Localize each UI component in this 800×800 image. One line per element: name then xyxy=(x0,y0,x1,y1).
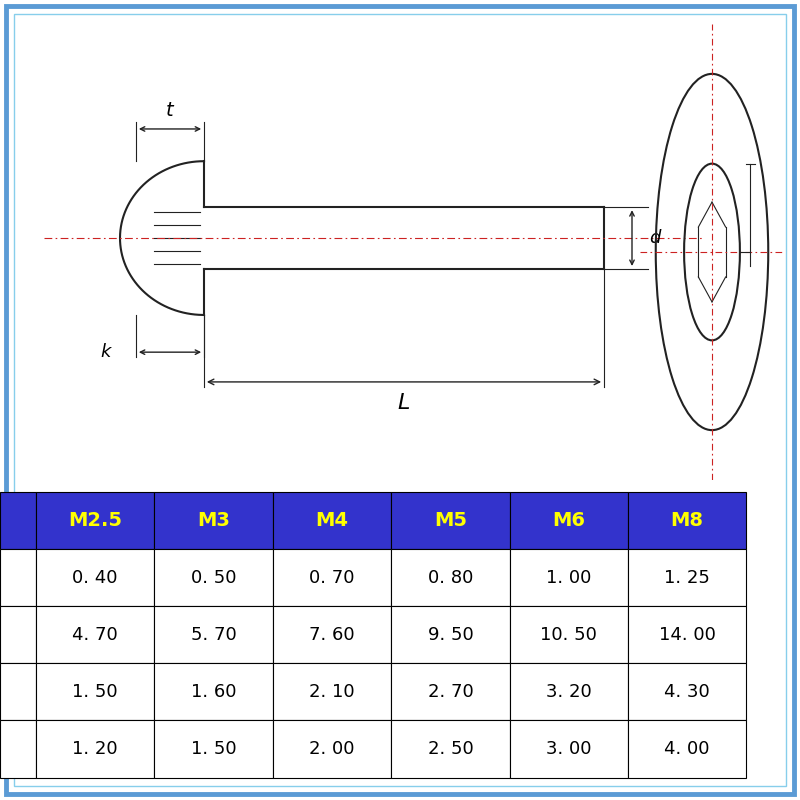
Text: 1. 20: 1. 20 xyxy=(72,740,118,758)
Bar xyxy=(154,492,273,549)
Bar xyxy=(0,606,36,663)
Bar xyxy=(273,492,391,549)
Text: 2. 00: 2. 00 xyxy=(310,740,354,758)
Text: 1. 60: 1. 60 xyxy=(191,683,236,701)
Bar xyxy=(36,663,154,721)
Text: k: k xyxy=(100,343,110,361)
Text: 7. 60: 7. 60 xyxy=(309,626,355,644)
Bar xyxy=(628,606,746,663)
Text: 9. 50: 9. 50 xyxy=(427,626,474,644)
Bar xyxy=(36,549,154,606)
Text: 3. 00: 3. 00 xyxy=(546,740,591,758)
Bar xyxy=(628,721,746,778)
Bar xyxy=(36,492,154,549)
Bar xyxy=(36,721,154,778)
Bar xyxy=(510,606,628,663)
Bar xyxy=(391,492,510,549)
Text: 0. 70: 0. 70 xyxy=(310,569,354,586)
Bar xyxy=(0,492,36,549)
Text: 14. 00: 14. 00 xyxy=(658,626,716,644)
Bar xyxy=(391,549,510,606)
Text: 0. 50: 0. 50 xyxy=(191,569,236,586)
Text: L: L xyxy=(398,393,410,413)
Bar xyxy=(391,663,510,721)
Text: M2.5: M2.5 xyxy=(68,511,122,530)
Bar xyxy=(154,606,273,663)
Bar xyxy=(391,721,510,778)
Bar xyxy=(628,549,746,606)
Text: M5: M5 xyxy=(434,511,467,530)
Bar xyxy=(0,549,36,606)
Text: 5. 70: 5. 70 xyxy=(190,626,237,644)
Bar xyxy=(510,721,628,778)
Text: 10. 50: 10. 50 xyxy=(540,626,598,644)
Text: M3: M3 xyxy=(197,511,230,530)
Bar xyxy=(510,663,628,721)
Bar xyxy=(273,549,391,606)
Text: 1. 00: 1. 00 xyxy=(546,569,591,586)
Bar xyxy=(628,492,746,549)
Text: 0. 40: 0. 40 xyxy=(73,569,118,586)
Bar xyxy=(36,606,154,663)
Text: 2. 50: 2. 50 xyxy=(427,740,474,758)
Text: 3. 20: 3. 20 xyxy=(546,683,592,701)
Bar xyxy=(0,663,36,721)
Text: 4. 00: 4. 00 xyxy=(665,740,710,758)
Bar xyxy=(391,606,510,663)
Text: 4. 30: 4. 30 xyxy=(664,683,710,701)
Bar xyxy=(273,606,391,663)
Bar xyxy=(510,492,628,549)
Bar xyxy=(154,663,273,721)
Bar xyxy=(154,549,273,606)
Text: 2. 70: 2. 70 xyxy=(427,683,474,701)
Bar xyxy=(628,663,746,721)
Bar xyxy=(510,549,628,606)
Text: 1. 50: 1. 50 xyxy=(72,683,118,701)
Text: 2. 10: 2. 10 xyxy=(309,683,355,701)
Text: 0. 80: 0. 80 xyxy=(428,569,473,586)
Text: 1. 50: 1. 50 xyxy=(190,740,237,758)
Text: M6: M6 xyxy=(552,511,586,530)
Bar xyxy=(273,721,391,778)
Text: M8: M8 xyxy=(670,511,704,530)
Text: 4. 70: 4. 70 xyxy=(72,626,118,644)
Text: t: t xyxy=(166,101,174,120)
Text: 1. 25: 1. 25 xyxy=(664,569,710,586)
Text: M4: M4 xyxy=(315,511,349,530)
Bar xyxy=(0,721,36,778)
Bar xyxy=(154,721,273,778)
Text: d: d xyxy=(650,229,661,247)
Bar xyxy=(273,663,391,721)
